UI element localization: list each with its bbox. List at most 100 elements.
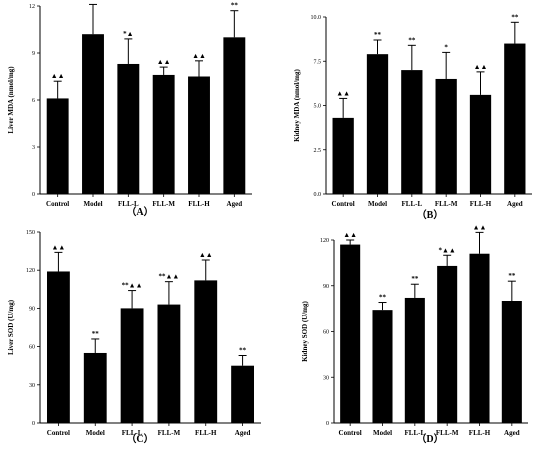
significance-label: *▲▲ — [438, 246, 455, 254]
chart-panel-2: 0.0 2.5 5.0 7.5 10.0 Kidney MDA (nmol/mg) ▲▲ Co… — [293, 13, 532, 221]
bar-model — [83, 352, 107, 423]
significance-label: ▲▲ — [343, 231, 357, 239]
significance-label: ▲▲ — [157, 58, 171, 66]
bar-fll-m — [157, 304, 181, 423]
x-tick-label: FLL-L — [402, 200, 423, 208]
x-tick-label: FLL-L — [405, 429, 426, 437]
significance-label: ▲▲ — [473, 223, 487, 231]
y-tick-label: 12 — [29, 4, 35, 10]
significance-label: *▲ — [123, 30, 133, 38]
panel-label: （C） — [126, 432, 153, 445]
x-tick-label: Aged — [227, 200, 243, 208]
y-axis-title: Kidney SOD (U/mg) — [301, 300, 309, 361]
x-tick-label: FLL-L — [122, 429, 143, 437]
chart-panel-3: 0 30 60 90 120 150 Liver SOD (U/mg) ▲▲ Control **… — [7, 230, 261, 445]
y-tick-label: 0 — [32, 421, 35, 427]
y-tick-label: 30 — [323, 375, 329, 381]
y-tick-label: 10.0 — [311, 15, 322, 21]
y-tick-label: 60 — [323, 330, 329, 336]
x-tick-label: Model — [83, 200, 102, 208]
significance-label: ▲▲ — [51, 243, 65, 251]
significance-label: **▲▲ — [122, 282, 143, 290]
x-tick-label: Aged — [504, 429, 520, 437]
significance-label: ** — [511, 13, 519, 21]
bar-control — [332, 117, 354, 194]
x-tick-label: Model — [373, 429, 392, 437]
y-tick-label: 2.5 — [314, 148, 322, 154]
bar-model — [82, 34, 104, 195]
y-tick-label: 6 — [32, 98, 35, 104]
bar-model — [366, 54, 389, 194]
bar-fll-h — [469, 253, 490, 423]
x-tick-label: FLL-M — [435, 200, 458, 208]
bar-control — [46, 98, 69, 194]
bar-fll-l — [117, 63, 140, 194]
panel-label: （D） — [416, 432, 443, 445]
significance-label: ** — [508, 272, 516, 280]
significance-label: ** — [239, 347, 247, 355]
y-tick-label: 120 — [320, 238, 329, 244]
y-tick-label: 120 — [26, 268, 35, 274]
y-tick-label: 3 — [32, 145, 35, 151]
panel-label: （B） — [417, 208, 444, 221]
y-tick-label: 5.0 — [314, 104, 322, 110]
significance-label: ** — [379, 294, 387, 302]
x-tick-label: FLL-M — [158, 429, 181, 437]
x-tick-label: Control — [339, 429, 362, 437]
bar-fll-m — [152, 74, 175, 194]
y-tick-label: 0 — [326, 421, 329, 427]
significance-label: **▲▲ — [158, 273, 179, 281]
bar-aged — [231, 365, 255, 423]
bar-fll-h — [194, 280, 218, 423]
significance-label: ** — [92, 330, 100, 338]
significance-label: ▲▲ — [192, 52, 206, 60]
bar-fll-h — [188, 76, 210, 194]
significance-label: ** — [411, 275, 419, 283]
chart-panel-4: 0 30 60 90 120 Kidney SOD (U/mg) ▲▲ Control ** Mo… — [301, 223, 528, 445]
significance-label: ▲▲ — [199, 251, 213, 259]
x-tick-label: Aged — [235, 429, 251, 437]
y-axis-title: Liver SOD (U/mg) — [7, 299, 15, 355]
y-tick-label: 90 — [29, 306, 35, 312]
bar-fll-m — [435, 78, 457, 194]
significance-label: ** — [374, 31, 382, 39]
y-tick-label: 90 — [323, 284, 329, 290]
y-tick-label: 7.5 — [314, 59, 322, 65]
significance-label: ▲▲ — [474, 63, 488, 71]
x-tick-label: FLL-L — [118, 200, 139, 208]
bar-aged — [223, 37, 246, 195]
x-tick-label: Control — [332, 200, 355, 208]
x-tick-label: Control — [46, 200, 69, 208]
y-tick-label: 150 — [26, 230, 35, 236]
significance-label: ▲▲ — [51, 72, 65, 80]
significance-label: ** — [408, 36, 416, 44]
y-tick-label: 60 — [29, 345, 35, 351]
x-tick-label: Aged — [507, 200, 523, 208]
x-tick-label: FLL-M — [436, 429, 459, 437]
x-tick-label: FLL-M — [152, 200, 175, 208]
significance-label: ** — [90, 0, 98, 3]
y-axis-title: Liver MDA (nmol/mg) — [7, 66, 15, 134]
bar-model — [372, 310, 393, 423]
bar-fll-l — [404, 297, 425, 423]
bar-control — [340, 244, 361, 423]
x-tick-label: FLL-H — [195, 429, 217, 437]
x-tick-label: Model — [368, 200, 387, 208]
significance-label: ** — [231, 2, 239, 10]
significance-label: ▲▲ — [336, 89, 350, 97]
y-axis-title: Kidney MDA (nmol/mg) — [293, 68, 301, 141]
bar-fll-l — [401, 70, 423, 194]
bar-fll-m — [437, 265, 458, 423]
bar-fll-h — [469, 94, 492, 194]
y-tick-label: 0 — [32, 192, 35, 198]
y-tick-label: 30 — [29, 383, 35, 389]
y-tick-label: 9 — [32, 51, 35, 57]
chart-panel-1: 0 3 6 9 12 Liver MDA (nmol/mg) ▲▲ Control ** Mode… — [7, 0, 252, 218]
x-tick-label: FLL-H — [470, 200, 492, 208]
panel-label: （A） — [126, 205, 153, 218]
bar-fll-l — [120, 308, 144, 423]
y-tick-label: 0.0 — [314, 192, 322, 198]
significance-label: * — [444, 43, 448, 51]
x-tick-label: FLL-H — [188, 200, 210, 208]
